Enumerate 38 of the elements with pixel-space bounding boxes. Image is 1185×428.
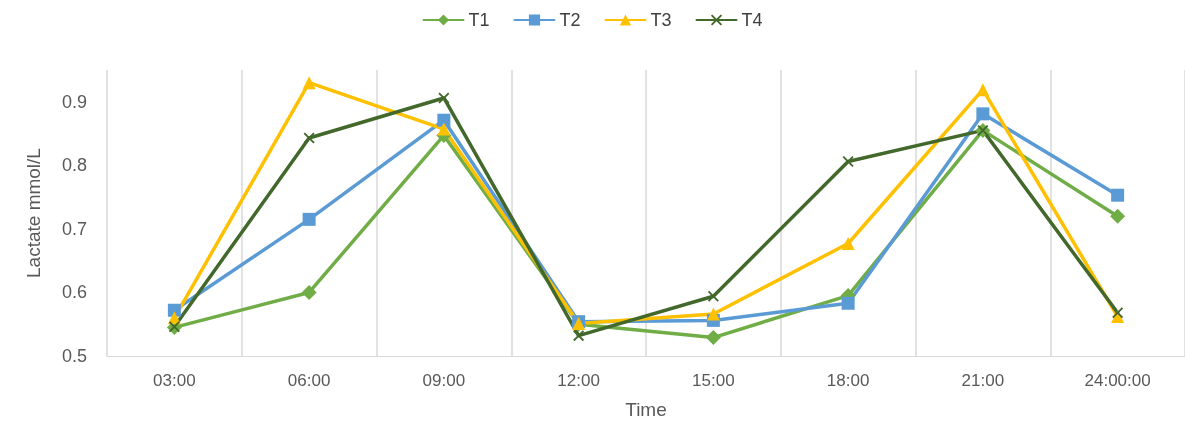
x-tick-label: 06:00 bbox=[287, 371, 331, 390]
x-tick-label: 24:00:00 bbox=[1084, 371, 1151, 390]
x-tick-label: 21:00 bbox=[961, 371, 1005, 390]
point bbox=[841, 237, 855, 251]
point bbox=[707, 290, 719, 302]
x-tick-label: 12:00 bbox=[557, 371, 600, 390]
point bbox=[573, 330, 585, 342]
x-tick-label: 03:00 bbox=[153, 371, 196, 390]
y-tick-label: 0.7 bbox=[61, 218, 87, 239]
point bbox=[301, 284, 317, 300]
y-tick-label: 0.6 bbox=[61, 282, 87, 303]
point bbox=[1111, 188, 1125, 202]
legend-label: T1 bbox=[468, 10, 490, 30]
y-tick-label: 0.8 bbox=[61, 155, 87, 176]
point bbox=[303, 132, 315, 144]
point bbox=[438, 92, 450, 104]
y-axis-title: Lactate mmol/L bbox=[23, 148, 44, 278]
point bbox=[1112, 307, 1124, 319]
legend-label: T4 bbox=[741, 10, 763, 30]
y-tick-label: 0.9 bbox=[61, 91, 87, 112]
point bbox=[976, 83, 990, 97]
x-tick-label: 09:00 bbox=[422, 371, 466, 390]
point bbox=[705, 330, 721, 346]
point bbox=[437, 113, 451, 127]
point bbox=[706, 307, 720, 321]
point bbox=[437, 122, 451, 136]
y-tick-label: 0.5 bbox=[61, 346, 87, 366]
legend-label: T2 bbox=[559, 10, 581, 30]
point bbox=[302, 76, 316, 90]
x-tick-label: 15:00 bbox=[692, 371, 735, 390]
x-tick-label: 18:00 bbox=[826, 371, 870, 390]
point bbox=[302, 212, 316, 226]
legend-label: T3 bbox=[650, 10, 672, 30]
point bbox=[1110, 208, 1126, 224]
point bbox=[976, 107, 990, 121]
point bbox=[167, 303, 181, 317]
point bbox=[841, 296, 855, 310]
x-axis-title: Time bbox=[625, 399, 667, 420]
